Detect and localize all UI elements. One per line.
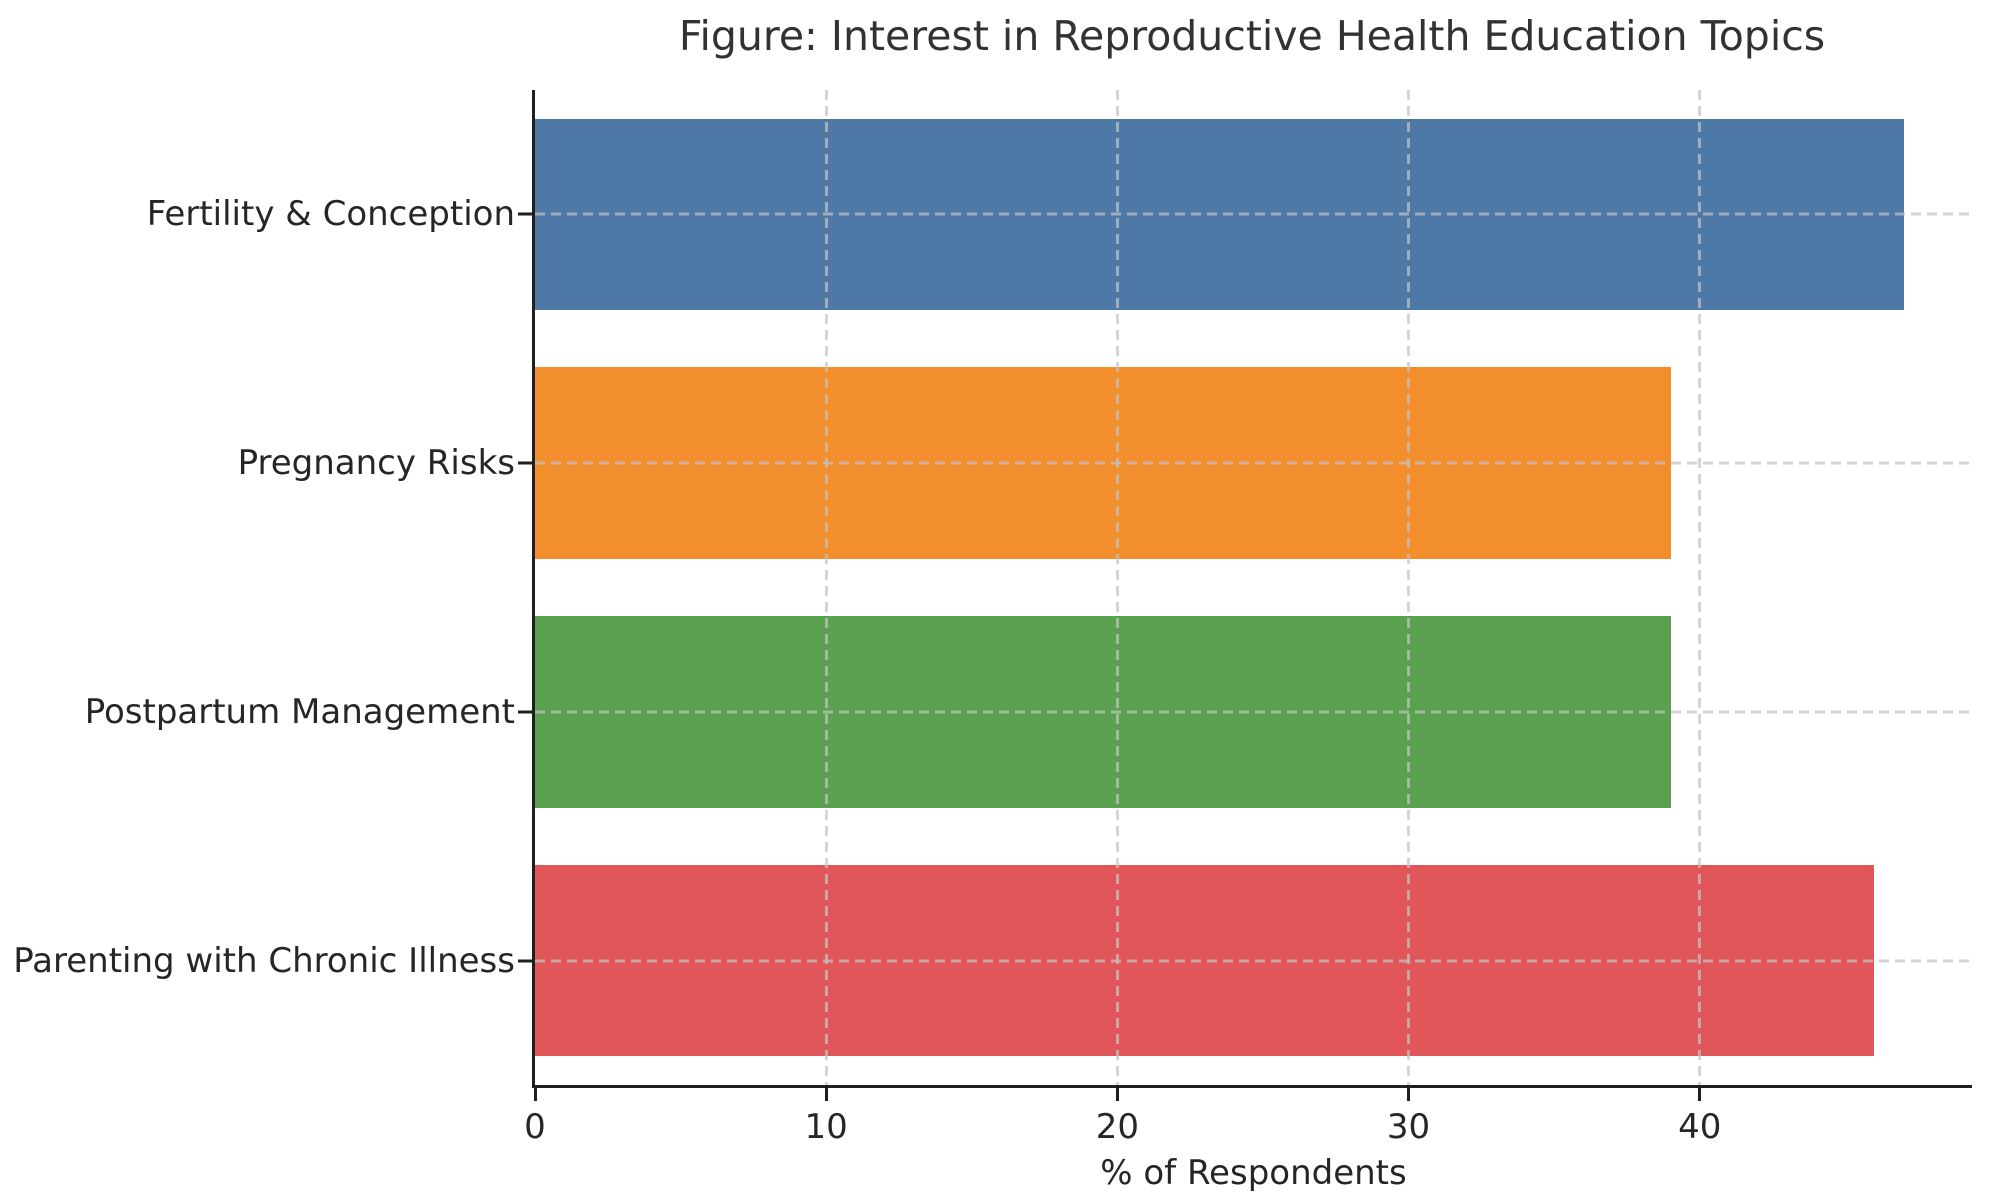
y-axis-label-pregnancy-risks: Pregnancy Risks bbox=[237, 443, 515, 484]
y-tick-mark-postpartum-management bbox=[518, 710, 532, 714]
bar-row-pregnancy-risks: Pregnancy Risks bbox=[238, 339, 1972, 588]
bar-row-fertility-conception: Fertility & Conception bbox=[147, 90, 1972, 339]
bar-rows-container: Fertility & Conception Pregnancy Risks Pos… bbox=[13, 90, 1972, 1085]
x-tick-label-40: 40 bbox=[1678, 1107, 1722, 1147]
x-tick-label-30: 30 bbox=[1386, 1107, 1431, 1147]
bar-pregnancy-risks bbox=[535, 367, 1671, 559]
x-tick-mark-0 bbox=[533, 1088, 537, 1101]
x-tick-mark-10 bbox=[824, 1088, 828, 1101]
x-axis-label: % of Respondents bbox=[1100, 1153, 1407, 1193]
y-axis-label-parenting-with-chronic-illness: Parenting with Chronic Illness bbox=[13, 940, 515, 981]
x-tick-mark-40 bbox=[1698, 1088, 1702, 1101]
y-axis-label-fertility-conception: Fertility & Conception bbox=[146, 194, 515, 235]
bar-fertility-conception bbox=[535, 118, 1904, 311]
y-tick-mark-fertility-conception bbox=[518, 212, 532, 216]
chart-title: Figure: Interest in Reproductive Health … bbox=[678, 12, 1826, 60]
bar-parenting-with-chronic-illness bbox=[535, 864, 1875, 1057]
bar-row-parenting-with-chronic-illness: Parenting with Chronic Illness bbox=[13, 836, 1972, 1085]
x-tick-label-0: 0 bbox=[524, 1107, 546, 1147]
y-tick-mark-pregnancy-risks bbox=[518, 461, 532, 465]
y-tick-mark-parenting-with-chronic-illness bbox=[518, 959, 532, 963]
x-tick-mark-20 bbox=[1115, 1088, 1119, 1101]
plot-area: Fertility & Conception Pregnancy Risks Pos… bbox=[13, 90, 1972, 1193]
x-tick-mark-30 bbox=[1407, 1088, 1411, 1101]
x-tick-label-10: 10 bbox=[804, 1107, 848, 1147]
y-axis-label-postpartum-management: Postpartum Management bbox=[84, 691, 515, 732]
bar-postpartum-management bbox=[535, 616, 1671, 808]
x-tick-label-20: 20 bbox=[1095, 1107, 1139, 1147]
bar-row-postpartum-management: Postpartum Management bbox=[85, 588, 1972, 837]
